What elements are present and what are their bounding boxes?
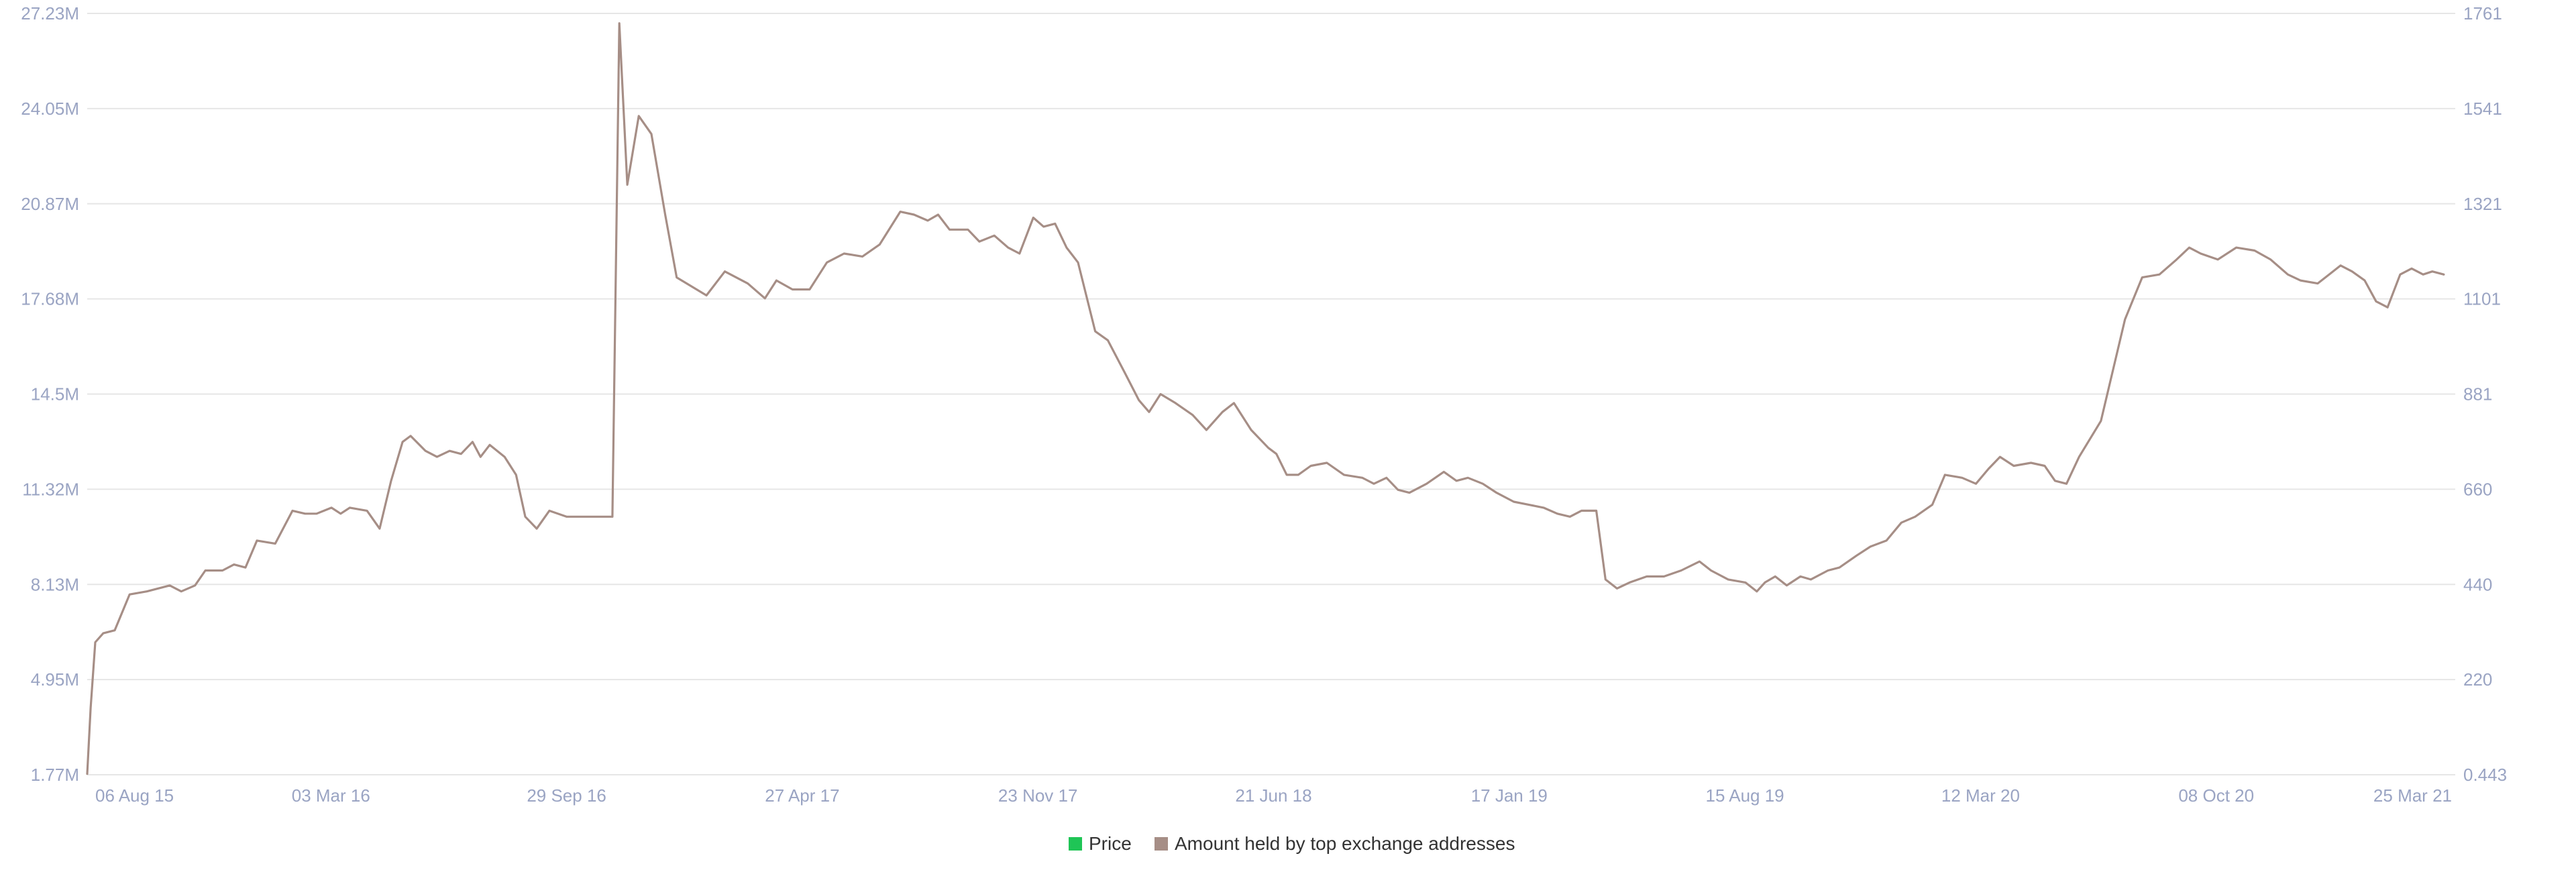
y-right-tick-label: 1761 [2463,3,2502,23]
x-tick-label: 08 Oct 20 [2178,785,2254,806]
legend-swatch-price [1069,837,1082,851]
y-right-tick-label: 0.443 [2463,765,2507,785]
x-tick-label: 29 Sep 16 [527,785,606,806]
gridlines [87,13,2455,775]
y-left-tick-label: 11.32M [22,479,79,499]
y-right-tick-label: 1321 [2463,194,2502,214]
series-line-holdings [86,22,2445,775]
y-right-tick-label: 1101 [2463,289,2501,309]
y-right-tick-label: 1541 [2463,99,2502,119]
right-axis: 0.443 220 440 660 881 1101 1321 1541 1761 [2463,3,2507,785]
x-tick-label: 23 Nov 17 [998,785,1078,806]
x-tick-label: 17 Jan 19 [1471,785,1548,806]
y-left-tick-label: 20.87M [21,194,79,214]
left-axis: 1.77M 4.95M 8.13M 11.32M 14.5M 17.68M 20.87M 24… [21,3,79,785]
legend: Price Amount held by top exchange addres… [1069,833,1515,854]
series-layer [86,22,2445,775]
x-tick-label: 06 Aug 15 [95,785,174,806]
legend-swatch-holdings [1155,837,1168,851]
legend-label-price: Price [1089,833,1132,854]
y-left-tick-label: 1.77M [31,765,79,785]
legend-label-holdings: Amount held by top exchange addresses [1175,833,1515,854]
y-right-tick-label: 440 [2463,574,2492,594]
x-tick-label: 12 Mar 20 [1941,785,2020,806]
y-left-tick-label: 14.5M [31,384,79,404]
x-tick-label: 25 Mar 21 [2373,785,2452,806]
y-right-tick-label: 660 [2463,479,2492,499]
legend-item-price[interactable]: Price [1069,833,1132,854]
y-left-tick-label: 4.95M [31,669,79,690]
x-axis: 06 Aug 15 03 Mar 16 29 Sep 16 27 Apr 17 23 N… [95,785,2452,806]
y-right-tick-label: 881 [2463,384,2492,404]
y-left-tick-label: 27.23M [21,3,79,23]
y-left-tick-label: 8.13M [31,574,79,594]
x-tick-label: 15 Aug 19 [1706,785,1784,806]
y-left-tick-label: 24.05M [21,99,79,119]
x-tick-label: 21 Jun 18 [1235,785,1311,806]
legend-item-holdings[interactable]: Amount held by top exchange addresses [1155,833,1515,854]
x-tick-label: 03 Mar 16 [292,785,370,806]
y-right-tick-label: 220 [2463,669,2492,690]
x-tick-label: 27 Apr 17 [765,785,839,806]
y-left-tick-label: 17.68M [21,289,79,309]
